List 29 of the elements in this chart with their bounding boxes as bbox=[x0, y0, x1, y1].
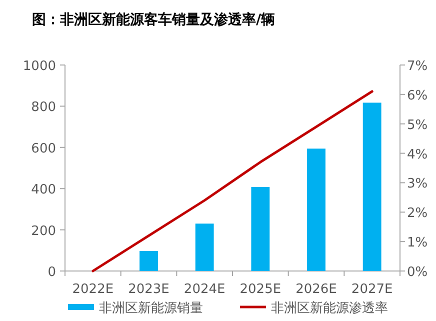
bar bbox=[140, 251, 158, 271]
y2-tick-label: 2% bbox=[407, 206, 428, 222]
bar bbox=[307, 148, 326, 271]
y-tick-label: 400 bbox=[31, 182, 56, 198]
legend-label: 非洲区新能源销量 bbox=[99, 301, 203, 316]
y2-tick-label: 1% bbox=[407, 236, 428, 251]
y2-tick-label: 3% bbox=[407, 176, 428, 192]
x-tick-label: 2024E bbox=[184, 282, 226, 297]
y-tick-label: 200 bbox=[31, 224, 56, 239]
x-tick-label: 2022E bbox=[72, 282, 114, 297]
y-tick-label: 1000 bbox=[22, 59, 56, 74]
y2-tick-label: 0% bbox=[407, 265, 428, 280]
x-tick-label: 2023E bbox=[128, 282, 170, 297]
chart-title: 图：非洲区新能源客车销量及渗透率/辆 bbox=[32, 11, 276, 28]
y-tick-label: 800 bbox=[31, 100, 56, 116]
x-tick-label: 2027E bbox=[351, 282, 393, 297]
line-series bbox=[92, 90, 374, 272]
x-tick-label: 2026E bbox=[296, 282, 337, 297]
bar bbox=[362, 102, 382, 271]
y-tick-label: 600 bbox=[31, 141, 56, 156]
y2-tick-label: 4% bbox=[407, 147, 428, 162]
y2-tick-label: 6% bbox=[407, 88, 428, 104]
y-tick-label: 0 bbox=[48, 265, 56, 280]
bar bbox=[195, 224, 214, 271]
x-tick-label: 2025E bbox=[240, 282, 282, 297]
bar bbox=[251, 186, 270, 271]
y2-tick-label: 5% bbox=[407, 118, 428, 133]
legend-label: 非洲区新能源渗透率 bbox=[271, 300, 388, 316]
y2-tick-label: 7% bbox=[407, 59, 428, 74]
